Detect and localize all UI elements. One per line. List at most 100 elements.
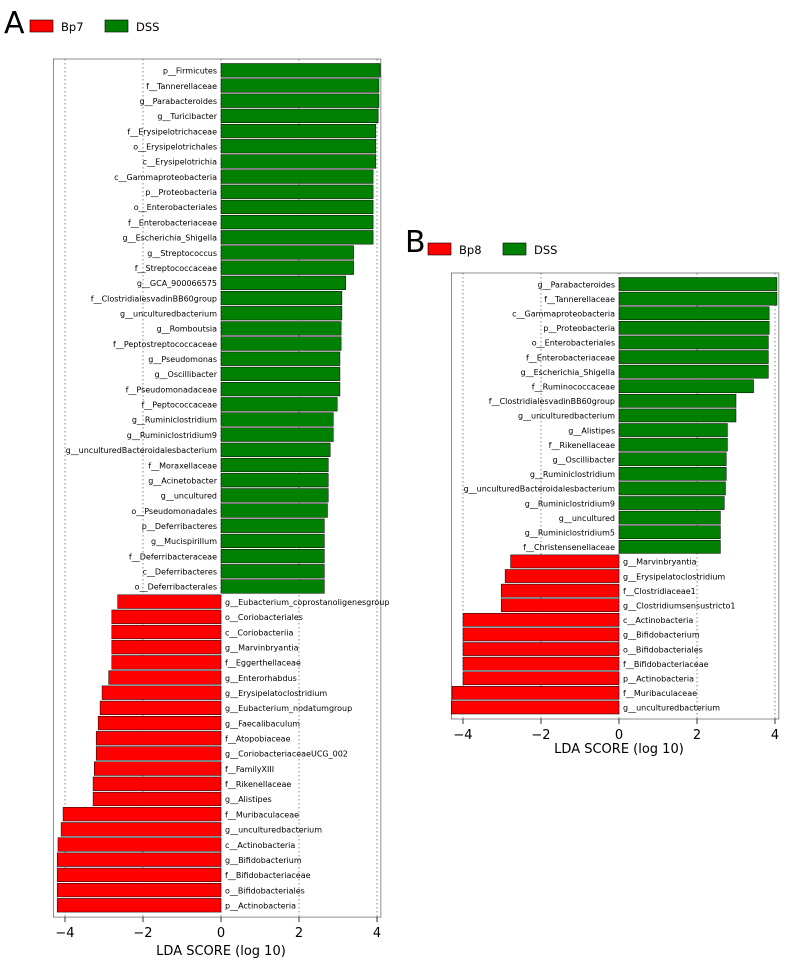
a-bar <box>220 199 374 215</box>
a-bar <box>220 488 329 503</box>
a-bar-label: f__ClostridialesvadinBB60group <box>91 294 217 303</box>
b-bar-label: f__Tannerellaceae <box>544 295 615 304</box>
b-xtick-label: 4 <box>771 728 779 743</box>
a-bar <box>101 685 222 700</box>
b-bar <box>618 525 721 540</box>
b-bar-label: g__Ruminiclostridium5 <box>525 529 615 538</box>
panel-b-letter: B <box>405 225 426 260</box>
a-bar <box>220 108 379 123</box>
a-bar-label: g__Bifidobacterium <box>225 856 302 865</box>
b-bar <box>618 350 769 364</box>
a-bar <box>56 867 222 882</box>
b-bar <box>462 671 620 686</box>
a-bar <box>94 761 222 776</box>
legend-a-label-dss: DSS <box>136 20 159 34</box>
b-bar-label: f__Rikenellaceae <box>549 441 615 450</box>
b-bar <box>618 277 778 291</box>
b-bar-label: f__Ruminococcaceae <box>532 383 615 392</box>
a-bar <box>111 609 222 624</box>
a-bar-label: f__Peptococcaceae <box>141 401 217 410</box>
a-bar-label: g__Parabacteroides <box>140 97 217 106</box>
b-bar <box>618 321 770 335</box>
a-bar <box>220 230 374 245</box>
a-bar <box>220 275 347 290</box>
plot-a: p__Firmicutes f__Tannerellaceae g__Parabac… <box>52 58 389 941</box>
b-bar <box>618 364 769 379</box>
a-bar-label: f__Peptostreptococcaceae <box>113 340 217 349</box>
a-bar-label: p__Actinobacteria <box>225 901 296 910</box>
b-bar-label: g__uncultured <box>559 514 615 523</box>
a-bar-label: g__Marvinbryantia <box>225 643 299 652</box>
a-bar <box>108 670 222 685</box>
b-bar-label: g__Parabacteroides <box>538 280 615 289</box>
legend-b-label-dss: DSS <box>534 243 557 257</box>
a-bar-label: f__Deferribacteraceae <box>129 552 217 561</box>
a-bar <box>57 837 222 852</box>
b-xtick-label: −4 <box>453 728 472 743</box>
a-bar-label: o__Bifidobacteriales <box>225 886 305 895</box>
a-bar <box>56 882 222 898</box>
b-bar-label: g__Erysipelatoclostridium <box>623 572 725 581</box>
xlabel-a: LDA SCORE (log 10) <box>156 944 286 959</box>
a-bar <box>220 382 341 397</box>
a-bar-label: f__Muribaculaceae <box>225 810 299 819</box>
b-bar <box>618 423 728 437</box>
b-bar-label: g__unculturedbacterium <box>623 704 720 713</box>
a-bar-label: c__Erysipelotrichia <box>143 158 217 167</box>
b-bar <box>462 656 620 671</box>
a-bar-label: g__Eubacterium_coprostanoligenesgroup <box>225 598 389 607</box>
a-bar-label: g__Streptococcus <box>147 249 217 258</box>
a-bar <box>220 169 374 184</box>
a-bar-label: f__FamilyXIII <box>225 765 274 774</box>
a-bar <box>95 731 222 746</box>
a-bar-label: g__Mucispirillum <box>151 537 217 546</box>
b-bar-label: g__unculturedBacteroidalesbacterium <box>464 485 616 494</box>
a-bar <box>56 898 222 913</box>
b-bar-label: f__Christensenellaceae <box>523 543 615 552</box>
a-bar <box>220 351 341 366</box>
a-bar <box>220 457 329 473</box>
a-bar <box>220 123 377 139</box>
a-bar <box>220 93 380 108</box>
a-bar-label: f__Atopobiaceae <box>225 735 291 744</box>
a-bar-label: c__Gammaproteobacteria <box>114 173 217 182</box>
a-bar-label: f__Pseudomonadaceae <box>126 385 217 394</box>
b-bar <box>618 481 726 496</box>
b-bar-label: f__Bifidobacteriaceae <box>623 660 709 669</box>
a-bar-label: g__Turicibacter <box>157 112 217 121</box>
b-bar-label: o__Enterobacteriales <box>532 339 615 348</box>
a-bar <box>220 306 343 321</box>
b-bar <box>618 291 778 306</box>
a-bar-label: f__Erysipelotrichaceae <box>127 127 217 136</box>
b-bar <box>618 437 728 452</box>
a-xtick-label: 4 <box>373 926 381 941</box>
legend-a-label-enriched: Bp7 <box>61 20 84 34</box>
a-bar <box>220 184 374 199</box>
a-bar-label: f__Moraxellaceae <box>148 461 217 470</box>
b-bar-label: g__Ruminiclostridium <box>530 470 615 479</box>
a-xtick-label: −2 <box>133 926 152 941</box>
a-bar-label: f__Eggerthellaceae <box>225 659 301 668</box>
b-bar-label: f__ClostridialesvadinBB60group <box>489 397 615 406</box>
b-bar <box>462 613 620 627</box>
b-bar <box>618 379 754 394</box>
a-bar-label: g__CoriobacteriaceaeUCG_002 <box>225 750 348 759</box>
a-bar <box>220 215 374 230</box>
a-bar <box>220 290 343 306</box>
a-bar-label: g__Romboutsia <box>157 325 218 334</box>
a-bar <box>220 533 325 549</box>
b-xtick-label: −2 <box>531 728 550 743</box>
a-bar-label: f__Rikenellaceae <box>225 780 291 789</box>
b-plot-frame <box>450 272 780 720</box>
a-bar <box>220 366 341 382</box>
legend-b-label-enriched: Bp8 <box>459 243 482 257</box>
b-bar-label: c__Gammaproteobacteria <box>512 310 615 319</box>
a-bar-label: g__Acinetobacter <box>148 476 217 485</box>
a-bar-label: g__Eubacterium_nodatumgroup <box>225 704 352 713</box>
a-bar-label: p__Proteobacteria <box>145 188 217 197</box>
a-bar-label: g__Oscillibacter <box>154 370 217 379</box>
a-bar <box>95 746 222 761</box>
b-bar <box>618 408 737 423</box>
b-bar <box>504 569 620 583</box>
b-bar <box>618 452 727 467</box>
